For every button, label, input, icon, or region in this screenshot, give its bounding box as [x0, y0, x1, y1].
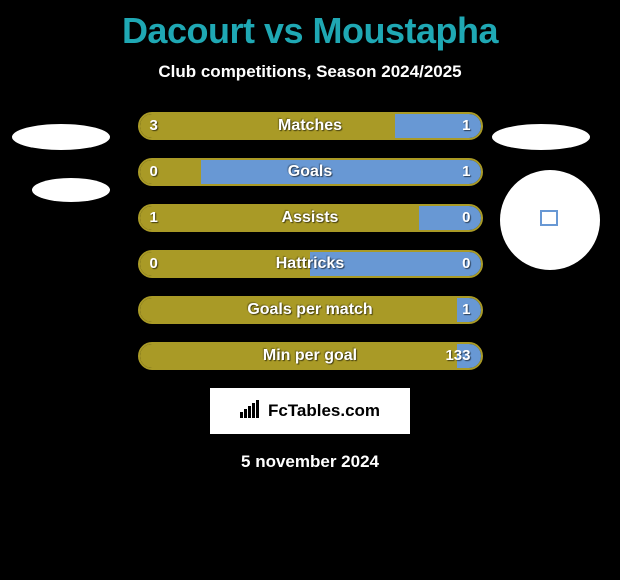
stat-value-right: 133: [445, 344, 470, 368]
stat-value-right: 0: [462, 252, 470, 276]
stat-row: 0Goals1: [138, 158, 483, 186]
attribution-text: FcTables.com: [268, 401, 380, 421]
vs-text: vs: [264, 10, 303, 51]
stat-label: Matches: [140, 114, 481, 138]
decorative-ellipse: [492, 124, 590, 150]
stat-row: Goals per match1: [138, 296, 483, 324]
player-right-name: Moustapha: [313, 10, 499, 51]
player-left-name: Dacourt: [122, 10, 255, 51]
stat-value-right: 0: [462, 206, 470, 230]
stats-container: 3Matches10Goals11Assists00Hattricks0Goal…: [138, 112, 483, 370]
page-title: Dacourt vs Moustapha: [0, 0, 620, 52]
subtitle: Club competitions, Season 2024/2025: [0, 62, 620, 82]
bar-chart-icon: [240, 400, 262, 423]
stat-value-right: 1: [462, 160, 470, 184]
stat-row: 3Matches1: [138, 112, 483, 140]
stat-label: Assists: [140, 206, 481, 230]
stat-label: Hattricks: [140, 252, 481, 276]
decorative-ellipse: [12, 124, 110, 150]
team-badge-icon: [540, 210, 558, 226]
stat-row: 0Hattricks0: [138, 250, 483, 278]
stat-label: Min per goal: [140, 344, 481, 368]
stat-row: 1Assists0: [138, 204, 483, 232]
decorative-ellipse: [32, 178, 110, 202]
date-label: 5 november 2024: [0, 452, 620, 472]
attribution-badge: FcTables.com: [210, 388, 410, 434]
stat-value-right: 1: [462, 298, 470, 322]
stat-value-right: 1: [462, 114, 470, 138]
stat-label: Goals: [140, 160, 481, 184]
stat-label: Goals per match: [140, 298, 481, 322]
stat-row: Min per goal133: [138, 342, 483, 370]
